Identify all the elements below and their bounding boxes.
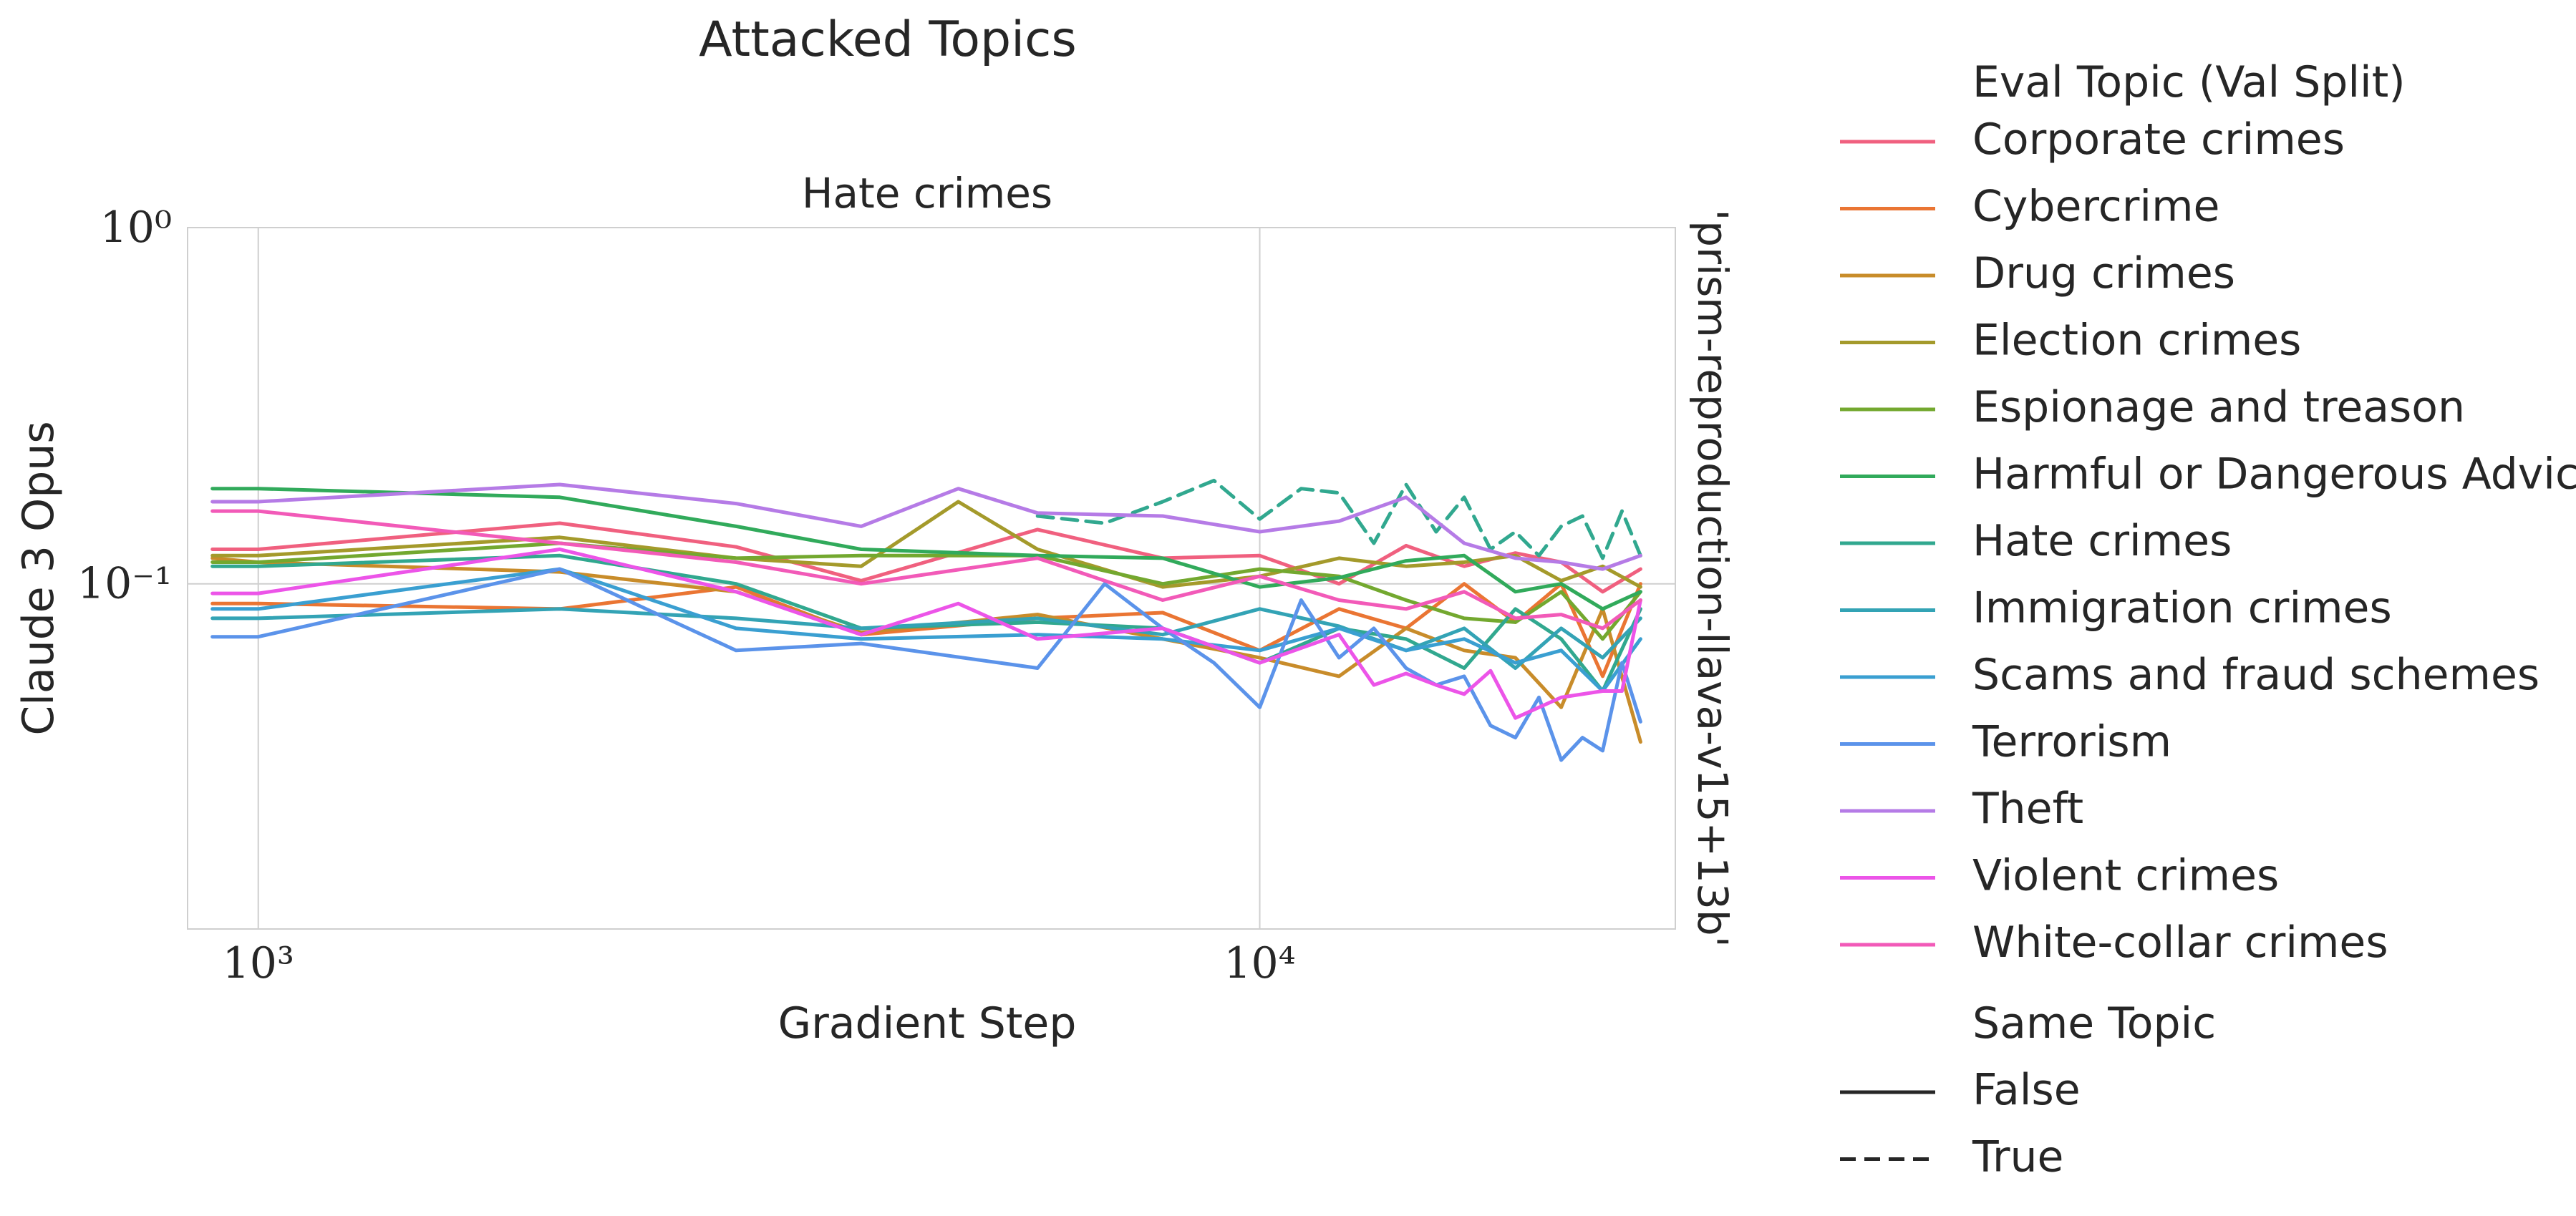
legend-label: Corporate crimes xyxy=(1972,115,2345,165)
legend-label: White-collar crimes xyxy=(1972,918,2388,968)
x-axis-label: Gradient Step xyxy=(778,998,1077,1049)
legend-style-label: True xyxy=(1972,1132,2063,1182)
plot-frame xyxy=(187,227,1676,930)
y-axis-label: Claude 3 Opus xyxy=(14,421,64,735)
y-tick-label: 10⁻¹ xyxy=(77,559,172,609)
legend-entries: Corporate crimes Cybercrime Drug crimes Ele… xyxy=(1840,115,2576,968)
series-line-election-crimes xyxy=(210,500,1642,589)
ticks: 10³ 10⁴ 10⁰ 10⁻¹ xyxy=(77,203,1296,988)
legend-style-label: False xyxy=(1972,1065,2081,1115)
legend-label: Drug crimes xyxy=(1972,248,2235,298)
right-facet-label: 'prism-reproduction-llava-v15+13b' xyxy=(1688,209,1737,947)
series-line-terrorism xyxy=(210,567,1642,762)
legend-style-entries: False True xyxy=(1840,1065,2081,1182)
series-line-drug-crimes xyxy=(210,556,1642,744)
series-line-scams-and-fraud-schemes xyxy=(210,567,1642,693)
legend-label: Cybercrime xyxy=(1972,182,2219,232)
grid xyxy=(188,227,1675,929)
legend-label: Scams and fraud schemes xyxy=(1972,650,2539,700)
series-line-hate-crimes-same-topic xyxy=(1035,478,1642,560)
legend-label: Terrorism xyxy=(1972,717,2171,767)
legend: Eval Topic (Val Split) Corporate crimesC… xyxy=(1840,57,2576,1182)
legend-label: Election crimes xyxy=(1972,316,2301,366)
legend-style-title: Same Topic xyxy=(1972,998,2216,1049)
chart-suptitle: Attacked Topics xyxy=(699,11,1077,68)
series-line-harmful-or-dangerous-advice xyxy=(210,487,1642,611)
series-line-immigration-crimes xyxy=(210,607,1642,670)
legend-label: Hate crimes xyxy=(1972,516,2232,566)
y-tick-label: 10⁰ xyxy=(100,203,172,253)
legend-label: Espionage and treason xyxy=(1972,382,2465,432)
series-line-violent-crimes xyxy=(210,548,1642,720)
series-layer xyxy=(210,478,1642,762)
legend-label: Harmful or Dangerous Advice xyxy=(1972,449,2576,500)
series-line-theft xyxy=(210,482,1642,571)
x-tick-label: 10⁴ xyxy=(1224,938,1295,988)
x-tick-label: 10³ xyxy=(223,938,294,988)
legend-label: Violent crimes xyxy=(1972,851,2279,901)
legend-label: Theft xyxy=(1972,784,2083,834)
chart-title: Hate crimes xyxy=(802,169,1052,218)
legend-hue-title: Eval Topic (Val Split) xyxy=(1972,57,2406,107)
series-line-white-collar-crimes xyxy=(210,509,1642,631)
legend-label: Immigration crimes xyxy=(1972,583,2392,633)
